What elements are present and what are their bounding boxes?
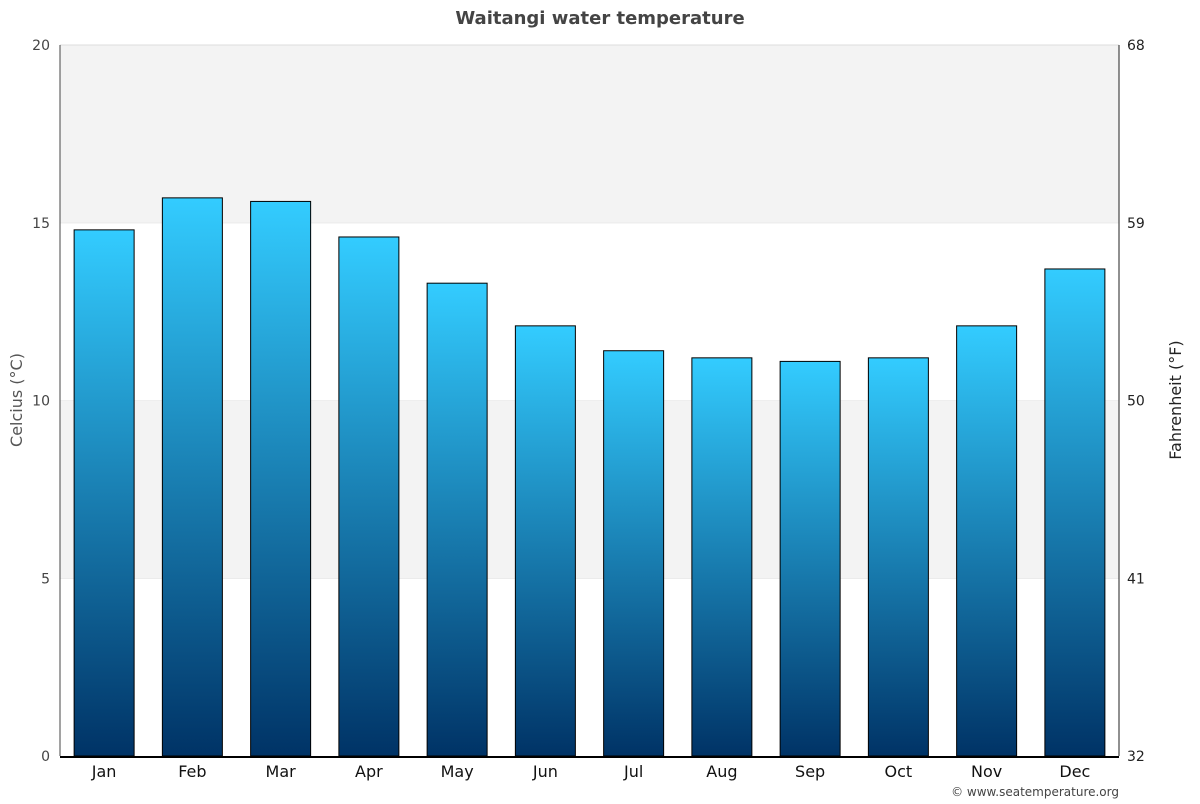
y-tick-label-left: 15	[32, 216, 50, 232]
x-tick-label: Mar	[266, 762, 297, 781]
bar-aug[interactable]	[691, 357, 753, 757]
bar-nov[interactable]	[956, 325, 1018, 757]
bar-feb[interactable]	[161, 197, 223, 757]
y-tick-label-left: 10	[32, 394, 50, 410]
bar-dec[interactable]	[1044, 268, 1106, 757]
grid-band	[60, 578, 1119, 756]
y-axis-label-right: Fahrenheit (°F)	[1166, 340, 1185, 459]
x-tick-label: Jan	[91, 762, 117, 781]
grid-band	[60, 400, 1119, 579]
y-tick-label-left: 0	[41, 749, 50, 765]
x-tick-label: Dec	[1059, 762, 1090, 781]
x-tick-label: Nov	[971, 762, 1002, 781]
bar-jan[interactable]	[73, 229, 135, 757]
x-tick-label: Jul	[623, 762, 643, 781]
y-tick-label-left: 20	[32, 38, 50, 54]
chart-title: Waitangi water temperature	[455, 8, 744, 29]
y-tick-label-right: 50	[1127, 394, 1145, 410]
bar-apr[interactable]	[338, 236, 400, 757]
y-tick-label-left: 5	[41, 571, 50, 587]
bar-mar[interactable]	[250, 200, 312, 757]
y-axis-label-left: Celcius (°C)	[7, 353, 26, 447]
y-tick-label-right: 41	[1127, 571, 1145, 587]
x-tick-label: Aug	[706, 762, 737, 781]
bar-jun[interactable]	[514, 325, 576, 757]
x-tick-label: Sep	[795, 762, 825, 781]
x-tick-label: Apr	[355, 762, 383, 781]
credit: © www.seatemperature.org	[951, 785, 1119, 799]
grid-band	[60, 222, 1119, 401]
bar-may[interactable]	[426, 282, 488, 757]
bar-jul[interactable]	[603, 350, 665, 757]
bar-oct[interactable]	[867, 357, 929, 757]
y-tick-label-right: 68	[1127, 38, 1145, 54]
x-tick-label: May	[441, 762, 474, 781]
x-tick-label: Jun	[532, 762, 558, 781]
x-tick-label: Oct	[885, 762, 913, 781]
y-tick-label-right: 59	[1127, 216, 1145, 232]
y-tick-label-right: 32	[1127, 749, 1145, 765]
bar-sep[interactable]	[779, 360, 841, 757]
x-tick-label: Feb	[178, 762, 206, 781]
grid-band	[60, 45, 1119, 223]
